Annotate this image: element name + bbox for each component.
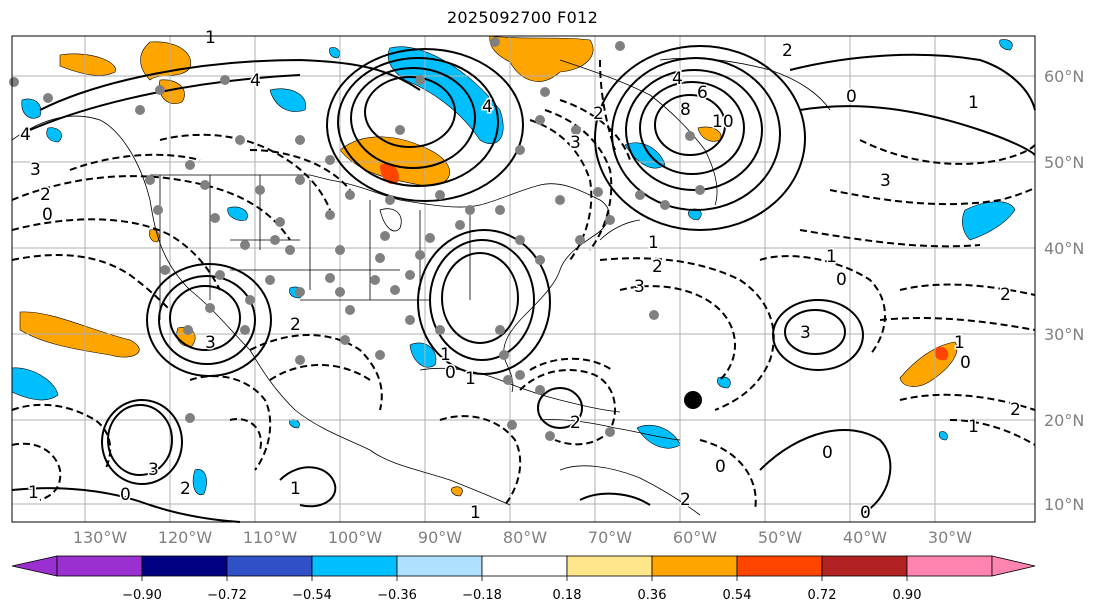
contour-label: 1 xyxy=(648,233,659,253)
lon-label: 70°W xyxy=(587,528,633,547)
contour-label: 4 xyxy=(482,97,493,117)
lon-label: 60°W xyxy=(672,528,718,547)
colorbar-tick-label: −0.54 xyxy=(292,588,332,603)
contour-label: 2 xyxy=(290,315,301,335)
contour-label: 1 xyxy=(968,417,979,437)
shading-positive xyxy=(19,35,958,497)
contour-label: 1 xyxy=(968,93,979,113)
contour-label: 3 xyxy=(30,160,41,180)
graticule xyxy=(12,36,1035,522)
contour-label: 4 xyxy=(672,69,683,89)
colorbar-tick-label: −0.72 xyxy=(207,588,247,603)
contour-label: 10 xyxy=(712,112,734,132)
contour-label: 0 xyxy=(846,87,857,107)
lat-label: 30°N xyxy=(1044,325,1085,344)
contour-label: 1 xyxy=(826,247,837,267)
contour-label: 0 xyxy=(120,485,131,505)
contour-label: 2 xyxy=(593,104,604,124)
contour-label: 1 xyxy=(290,479,301,499)
contour-label: 3 xyxy=(880,171,891,191)
contour-label: 8 xyxy=(680,100,691,120)
contours-dashed xyxy=(11,59,1036,511)
contour-label: 2 xyxy=(1010,400,1021,420)
colorbar-extend-high xyxy=(991,555,1036,577)
colorbar-extend-low xyxy=(11,555,58,577)
lat-label: 60°N xyxy=(1044,67,1085,86)
contour-label: 3 xyxy=(148,460,159,480)
contour-label: 0 xyxy=(822,443,833,463)
contour-label: 1 xyxy=(440,345,451,365)
contour-label: 0 xyxy=(445,363,456,383)
lon-label: 90°W xyxy=(417,528,463,547)
contour-label: 2 xyxy=(40,185,51,205)
map-frame xyxy=(11,35,1036,523)
colorbar-tick-label: 0.36 xyxy=(637,588,667,603)
lon-label: 40°W xyxy=(842,528,888,547)
contour-label: 2 xyxy=(1000,285,1011,305)
contour-label: 1 xyxy=(28,483,39,503)
lat-label: 50°N xyxy=(1044,153,1085,172)
contours-solid xyxy=(11,45,1036,523)
filled-marker xyxy=(684,391,702,409)
contour-label: 2 xyxy=(570,413,581,433)
colorbar-tick-label: 0.72 xyxy=(807,588,837,603)
contour-label: 0 xyxy=(715,457,726,477)
station-dots xyxy=(9,37,705,441)
lon-label: 100°W xyxy=(327,528,383,547)
contour-label: 1 xyxy=(470,503,481,523)
contour-label: 3 xyxy=(800,323,811,343)
contour-label: 0 xyxy=(960,353,971,373)
shading-positive-strong xyxy=(380,163,949,361)
contour-labels: 4 4 3 2 1 0 6 8 10 4 2 1 0 3 4 3 2 1 0 3… xyxy=(19,27,1023,525)
contour-label: 0 xyxy=(836,270,847,290)
colorbar-tick-label: −0.36 xyxy=(377,588,417,603)
lon-label: 50°W xyxy=(757,528,803,547)
lon-label: 30°W xyxy=(927,528,973,547)
colorbar-tick-label: 0.18 xyxy=(552,588,582,603)
contour-label: 3 xyxy=(634,277,645,297)
contour-label: 3 xyxy=(570,133,581,153)
lon-label: 120°W xyxy=(157,528,213,547)
contour-label: 2 xyxy=(180,479,191,499)
lon-label: 130°W xyxy=(72,528,128,547)
contour-label: 2 xyxy=(652,257,663,277)
contour-label: 1 xyxy=(954,333,965,353)
map-title: 2025092700 F012 xyxy=(446,8,599,27)
contour-label: 4 xyxy=(20,125,31,145)
contour-label: 3 xyxy=(205,333,216,353)
contour-label: 2 xyxy=(782,41,793,61)
lon-label: 110°W xyxy=(242,528,298,547)
contour-label: 0 xyxy=(860,503,871,523)
lon-label: 80°W xyxy=(502,528,548,547)
colorbar-tick-label: −0.18 xyxy=(462,588,502,603)
contour-label: 6 xyxy=(697,83,708,103)
lat-label: 20°N xyxy=(1044,411,1085,430)
lat-label: 40°N xyxy=(1044,239,1085,258)
colorbar-tick-label: −0.90 xyxy=(122,588,162,603)
contour-label: 4 xyxy=(250,71,261,91)
colorbar xyxy=(11,555,1036,581)
colorbar-tick-label: 0.90 xyxy=(892,588,922,603)
contour-label: 1 xyxy=(465,369,476,389)
contour-label: 0 xyxy=(42,205,53,225)
colorbar-tick-label: 0.54 xyxy=(722,588,752,603)
lat-label: 10°N xyxy=(1044,495,1085,514)
contour-label: 1 xyxy=(205,28,216,48)
contour-label: 2 xyxy=(680,490,691,510)
